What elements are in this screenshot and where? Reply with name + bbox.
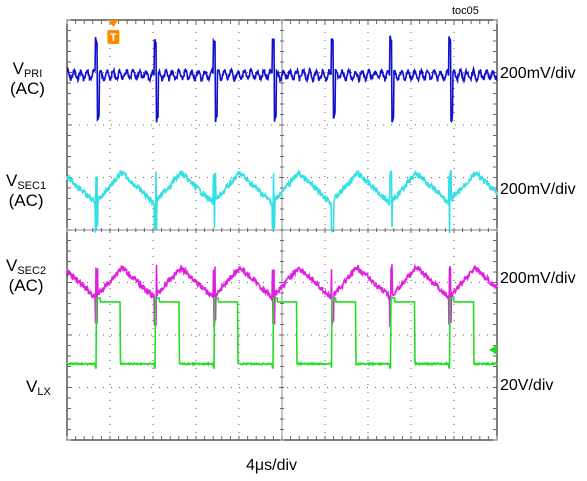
channel-label-vpri-suffix: (AC): [10, 79, 45, 98]
trigger-label: T: [110, 32, 117, 44]
channel-scale-vlx: 20V/div: [500, 377, 554, 394]
figure-tag: toc05: [452, 5, 479, 17]
channel-scale-vsec2: 200mV/div: [500, 270, 576, 287]
trace-vlx: [66, 297, 498, 369]
channel-label-vsec1: VSEC1 (AC): [6, 172, 46, 209]
trigger-badge: [107, 30, 120, 44]
channel-label-vlx-main: V: [26, 377, 38, 396]
channel-label-vsec1-sub: SEC1: [17, 180, 47, 192]
trigger-arrow-icon: [108, 20, 119, 27]
channel-scale-vsec1: 200mV/div: [500, 181, 576, 198]
channel-label-vsec1-main: V: [6, 171, 18, 190]
channel-label-vsec2-main: V: [6, 256, 18, 275]
channel-scale-vpri: 200mV/div: [500, 65, 576, 82]
ground-marker-icon: [489, 344, 497, 355]
channel-label-vlx-sub: LX: [37, 386, 51, 398]
trace-vpri: [66, 35, 498, 124]
channel-label-vsec2-sub: SEC2: [17, 265, 47, 277]
trace-vsec2: [66, 263, 498, 328]
channel-label-vpri: VPRI (AC): [10, 60, 45, 97]
channel-label-vpri-main: V: [12, 59, 24, 78]
channel-label-vlx: VLX: [26, 378, 51, 398]
channel-label-vpri-sub: PRI: [23, 68, 43, 80]
time-scale-label: 4μs/div: [246, 457, 298, 474]
trace-vsec1: [66, 169, 498, 234]
channel-label-vsec2-suffix: (AC): [8, 276, 44, 295]
channel-label-vsec2: VSEC2 (AC): [6, 257, 46, 294]
grid: [66, 19, 498, 441]
channel-label-vsec1-suffix: (AC): [8, 191, 44, 210]
markers: T: [107, 20, 497, 355]
traces: [66, 35, 498, 369]
